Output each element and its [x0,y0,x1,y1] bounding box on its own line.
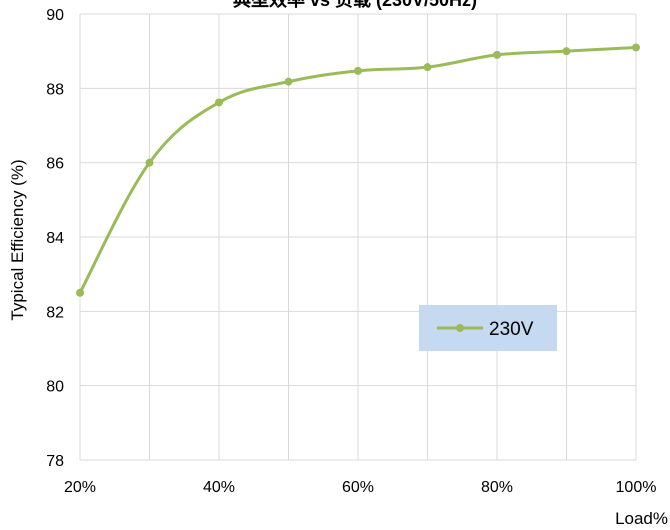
data-point [284,77,293,86]
y-tick-label: 90 [46,7,64,24]
legend: 230V [419,305,557,351]
data-point [145,158,154,167]
tick-labels: 78 80 82 84 86 88 90 20% 40% 60% 80% 100% [46,7,656,496]
y-tick-label: 88 [46,81,64,98]
x-tick-label: 40% [203,479,235,496]
chart-title: 典型效率 vs 负载 (230V/50Hz) [233,0,477,10]
y-tick-label: 80 [46,379,64,396]
y-tick-label: 84 [46,230,64,247]
legend-series-label: 230V [489,319,534,340]
legend-series-marker [456,324,464,332]
y-tick-label: 78 [46,453,64,470]
data-point [493,50,501,59]
data-point [76,288,84,297]
gridlines [79,13,637,461]
data-point [215,98,223,107]
x-tick-label: 100% [616,479,657,496]
data-point [354,66,362,75]
y-tick-label: 86 [46,156,64,173]
x-tick-label: 20% [64,479,96,496]
x-axis-title: Load% [615,509,668,528]
y-axis-title: Typical Efficiency (%) [8,159,27,320]
data-point [562,47,571,56]
series-group [76,43,640,297]
data-point [423,63,432,72]
data-point [632,43,640,52]
x-tick-label: 60% [342,479,374,496]
x-tick-label: 80% [481,479,513,496]
y-tick-label: 82 [46,304,64,321]
